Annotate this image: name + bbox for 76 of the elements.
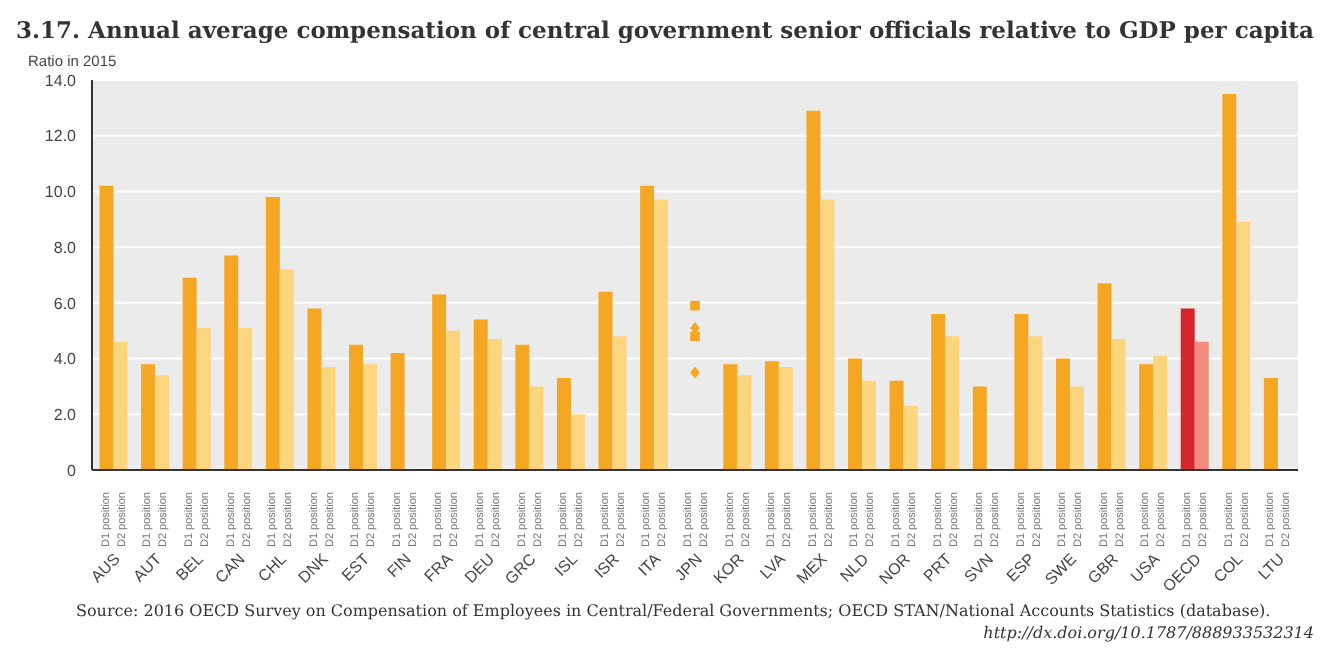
bar (487, 339, 502, 470)
bar (432, 294, 447, 470)
bar (862, 380, 877, 470)
bar (1222, 93, 1237, 470)
x-tick-label: LVA (756, 549, 790, 583)
bar (279, 269, 294, 470)
x-tick-label: USA (1127, 549, 1165, 587)
bar (972, 386, 987, 470)
bar (113, 341, 128, 470)
bar (446, 330, 461, 470)
bar (265, 197, 280, 470)
bar (182, 277, 197, 470)
x-tick-label: ITA (634, 549, 666, 580)
bar (321, 366, 336, 470)
x-tick-label: FRA (420, 549, 458, 586)
bar (99, 185, 114, 470)
x-tick-label: BEL (172, 549, 208, 585)
bar (612, 336, 627, 470)
bar (931, 314, 946, 470)
bar (1111, 339, 1126, 470)
chart-title: 3.17. Annual average compensation of central government senior officials relative to GDP per capita (16, 16, 1314, 48)
bar (529, 386, 544, 470)
y-tick-label: 8.0 (53, 238, 78, 257)
bar (1139, 364, 1154, 470)
bar (737, 375, 752, 470)
x-tick-label: COL (1210, 549, 1248, 587)
bar (238, 327, 253, 470)
bar (723, 364, 738, 470)
x-tick-label: ISL (551, 549, 582, 580)
bar (141, 364, 156, 470)
bar (640, 185, 655, 470)
bar (196, 327, 211, 470)
text: http://dx.doi.org/10.1787/888933532314 (981, 624, 1314, 642)
y-tick-label: 12.0 (44, 127, 78, 146)
bar (1055, 358, 1070, 470)
bar (945, 336, 960, 470)
bar (556, 378, 571, 470)
bar (390, 353, 405, 470)
bar (598, 291, 613, 470)
x-tick-label: ISR (591, 549, 623, 582)
bar (1194, 341, 1209, 470)
y-tick-label: 0 (67, 461, 78, 480)
source-note: Source: 2016 OECD Survey on Compensation of Employees in Central/Federal Governments; OECD STAN/National Accounts Statistics (database). (76, 602, 1273, 620)
x-tick-label: FIN (383, 549, 416, 582)
x-tick-label: CHL (254, 549, 291, 586)
x-tick-label: LTU (1254, 549, 1289, 584)
bar (1028, 336, 1043, 470)
bar (903, 405, 918, 470)
bar (307, 308, 322, 470)
bar (155, 375, 170, 470)
bar (1014, 314, 1029, 470)
y-tick-label: 14.0 (44, 71, 78, 90)
bar (820, 199, 835, 470)
bar (363, 364, 377, 470)
y-tick-label: 2.0 (53, 405, 78, 424)
bar (848, 358, 863, 470)
bar (1097, 283, 1112, 470)
bar (473, 319, 488, 470)
y-tick-label: 6.0 (53, 294, 78, 313)
x-tick-label: NLD (836, 549, 873, 586)
y-tick-label: 10.0 (44, 183, 78, 202)
bar (349, 344, 363, 470)
y-tick-label: 4.0 (53, 350, 78, 369)
bar (806, 110, 821, 470)
bar (764, 361, 779, 470)
bar (778, 366, 793, 470)
bar (1069, 386, 1084, 470)
bar (515, 344, 530, 470)
bar (224, 255, 239, 470)
bar (654, 199, 669, 470)
bar (570, 414, 585, 470)
bar (1153, 355, 1168, 470)
bar (1236, 222, 1251, 470)
bar (1263, 378, 1278, 470)
bar (1180, 308, 1195, 470)
bar (889, 380, 904, 470)
